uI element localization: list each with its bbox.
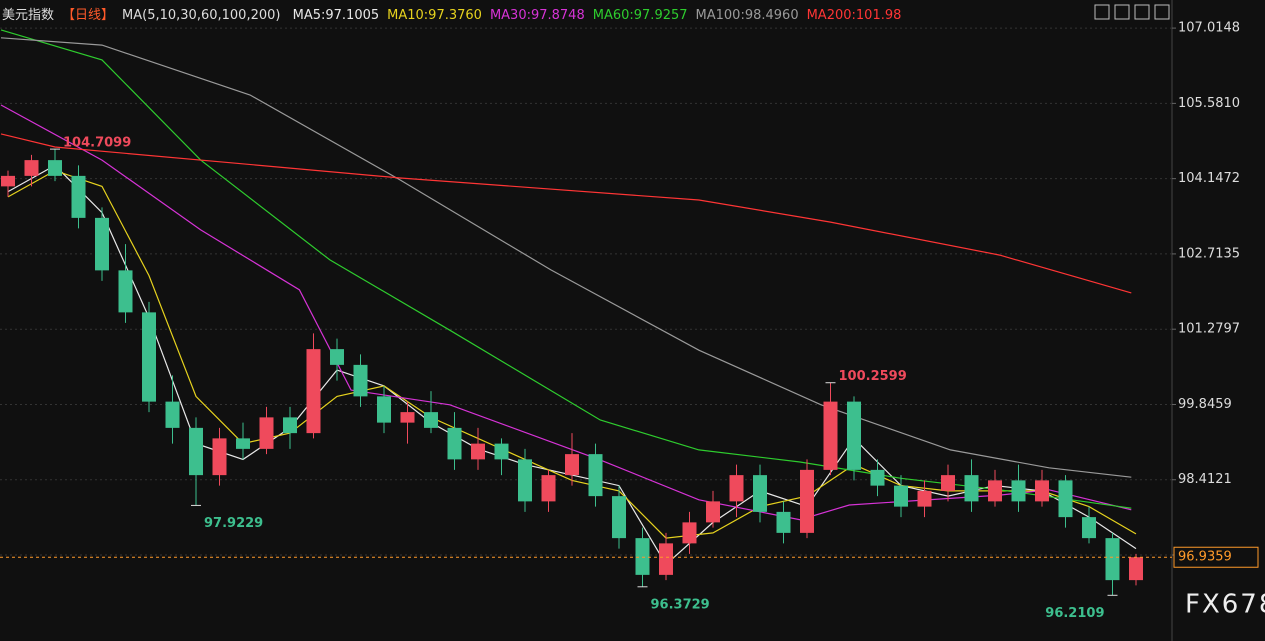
extreme-label: 97.9229 [204, 516, 263, 531]
period[interactable]: 【日线】 [62, 8, 115, 23]
candle-body [964, 475, 979, 502]
candle-body [706, 501, 720, 523]
candle-body [283, 417, 297, 434]
candle-body [165, 401, 180, 428]
candle-body [236, 438, 250, 449]
candle-body [941, 475, 955, 491]
candle-body [682, 522, 697, 544]
candle-body [870, 469, 885, 486]
candle-body [612, 496, 626, 539]
candle-body [212, 438, 227, 476]
candle-body [306, 349, 321, 434]
y-tick-label: 101.2797 [1178, 322, 1240, 337]
legend-entry: MA5:97.1005 [292, 8, 380, 23]
candle-body [917, 490, 932, 507]
candle-body [400, 412, 415, 423]
candle-body [800, 469, 814, 533]
candle-body [377, 396, 391, 423]
extreme-label: 96.3729 [651, 597, 710, 612]
candle-body [1082, 517, 1096, 539]
candle-body [823, 401, 838, 470]
candle-body [330, 349, 344, 365]
extreme-label: 104.7099 [63, 136, 131, 151]
legend-entry: MA30:97.8748 [489, 8, 585, 23]
title: 美元指数 [2, 8, 55, 23]
candle-body [71, 175, 86, 218]
candle-body [894, 485, 908, 507]
y-tick-label: 104.1472 [1178, 171, 1240, 186]
candle-body [588, 454, 603, 497]
ma-line [7, 164, 1137, 566]
ma-line [0, 29, 1132, 509]
candle-body [1105, 538, 1120, 581]
ma-line [0, 133, 1132, 294]
candle-body [753, 475, 767, 512]
candle-body [353, 364, 368, 397]
candle-body [1035, 480, 1049, 502]
candle-body [494, 443, 509, 460]
candle-body [565, 454, 579, 476]
candle-body [776, 511, 791, 533]
candle-body [447, 427, 462, 460]
legend-entry: MA200:101.98 [806, 8, 902, 23]
candle-body [1058, 480, 1073, 518]
y-tick-label: 107.0148 [1178, 21, 1240, 36]
ma-line [0, 37, 1132, 478]
extreme-label: 100.2599 [839, 369, 907, 384]
candle-body [142, 312, 156, 402]
candle-body [518, 459, 532, 502]
candle-body [1129, 557, 1143, 581]
legend-entry: MA60:97.9257 [592, 8, 688, 23]
candle-body [1011, 480, 1026, 502]
last-price-label: 96.9359 [1178, 550, 1232, 565]
candle-body [659, 543, 673, 575]
candle-body [48, 160, 62, 176]
extreme-label: 96.2109 [1045, 606, 1104, 621]
y-tick-label: 98.4121 [1178, 472, 1232, 487]
candle-body [24, 160, 39, 176]
candle-body [95, 217, 109, 271]
legend-entry: MA100:98.4960 [695, 8, 799, 23]
y-tick-label: 99.8459 [1178, 397, 1232, 412]
last-price-box [1173, 546, 1259, 568]
header: 美元指数 【日线】 MA(5,10,30,60,100,200) MA5:97.10… [2, 4, 909, 23]
watermark: FX678 [1185, 590, 1265, 620]
candle-body [259, 417, 274, 449]
candle-body [424, 412, 438, 428]
candle-body [729, 475, 744, 502]
candle-body [118, 270, 133, 313]
legend-entry: MA10:97.3760 [387, 8, 482, 23]
y-tick-label: 105.5810 [1178, 96, 1240, 111]
candle-body [541, 475, 556, 502]
candle-body [635, 538, 650, 575]
candle-body [1, 175, 15, 187]
candle-body [988, 480, 1002, 502]
candle-body [471, 443, 485, 460]
toolbar [1094, 4, 1170, 20]
indicator: MA(5,10,30,60,100,200) [122, 8, 281, 23]
candle-body [847, 401, 861, 470]
candle-body [189, 427, 203, 476]
y-tick-label: 102.7135 [1178, 246, 1240, 261]
